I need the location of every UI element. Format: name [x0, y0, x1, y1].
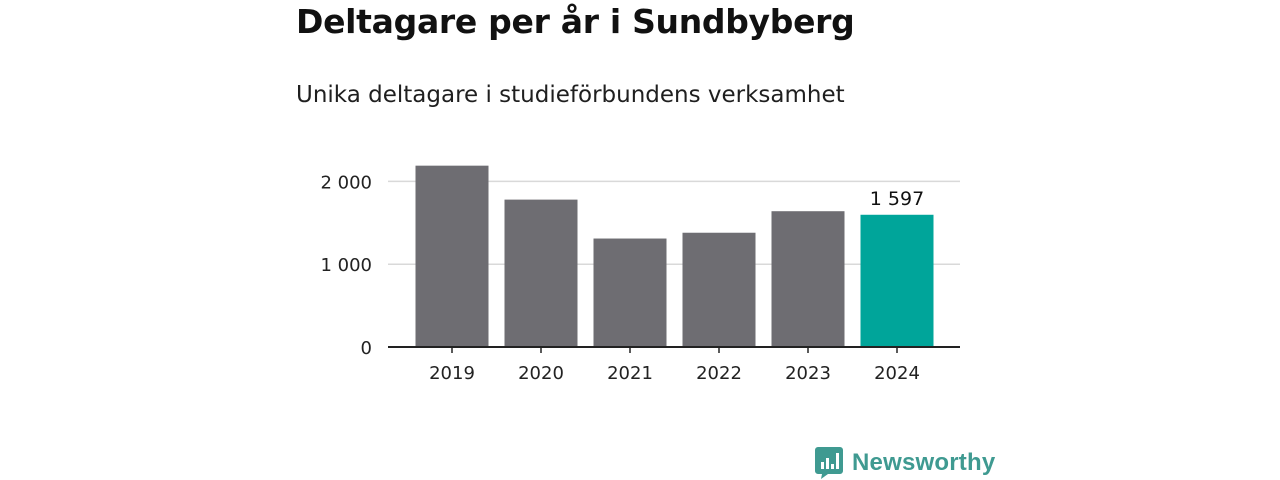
- bars: [415, 165, 934, 347]
- data-label: 1 597: [870, 188, 924, 210]
- axes: [388, 346, 960, 353]
- bar-2024: [860, 214, 934, 347]
- x-tick-label: 2022: [696, 363, 742, 384]
- x-tick-label: 2023: [785, 363, 831, 384]
- y-tick-label: 0: [361, 338, 372, 359]
- bar-chart-speech-bubble-icon: [815, 447, 843, 479]
- brand-name: Newsworthy: [852, 449, 996, 476]
- bar-2022: [682, 232, 756, 347]
- bar-2019: [415, 165, 489, 347]
- x-tick-label: 2021: [607, 363, 653, 384]
- x-tick-label: 2024: [874, 363, 920, 384]
- chart-subtitle: Unika deltagare i studieförbundens verks…: [296, 82, 845, 108]
- x-tick-label: 2019: [429, 363, 475, 384]
- bar-2020: [504, 199, 578, 347]
- newsworthy-logo: Newsworthy: [815, 446, 995, 480]
- labels: 0 1 000 2 000 2019 2020 2021 2022 2023 2024 1 597: [320, 172, 924, 384]
- x-tick-label: 2020: [518, 363, 564, 384]
- y-tick-label: 1 000: [320, 255, 372, 276]
- bar-2021: [593, 238, 667, 347]
- y-tick-label: 2 000: [320, 172, 372, 193]
- chart-title: Deltagare per år i Sundbyberg: [296, 2, 855, 41]
- bar-2023: [771, 211, 845, 347]
